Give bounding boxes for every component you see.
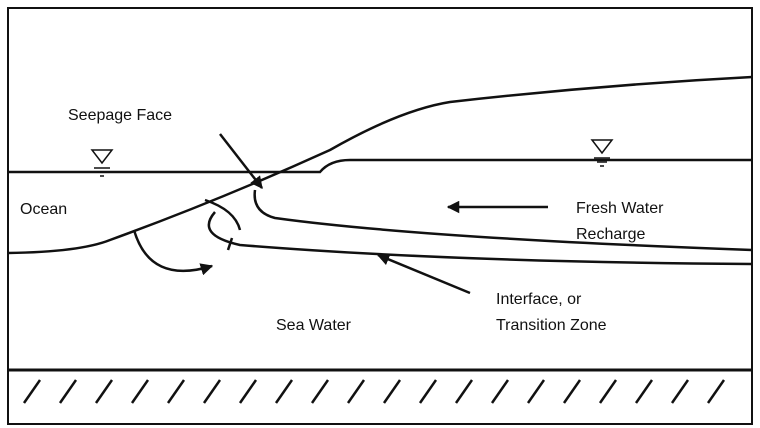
hatch-line [60, 380, 76, 403]
water-level-symbol [92, 150, 112, 163]
hatch-line [312, 380, 328, 403]
label: Recharge [576, 226, 645, 243]
label: Interface, or [496, 291, 582, 308]
hatch-line [420, 380, 436, 403]
label: Fresh Water [576, 200, 664, 217]
hatch-line [492, 380, 508, 403]
hatch-line [204, 380, 220, 403]
hatch-line [276, 380, 292, 403]
freshwater-boundary [255, 190, 752, 250]
hatch-line [132, 380, 148, 403]
hatch-line [672, 380, 688, 403]
diagram: Seepage Face Ocean Fresh Water Recharge … [0, 0, 760, 428]
hatch-line [564, 380, 580, 403]
hatch-line [636, 380, 652, 403]
hatch-line [708, 380, 724, 403]
hatch-line [96, 380, 112, 403]
circulation-arrow [134, 230, 212, 271]
label: Ocean [20, 201, 67, 218]
label: Sea Water [276, 317, 352, 334]
hatch-line [168, 380, 184, 403]
hatch-line [528, 380, 544, 403]
hatch-line [348, 380, 364, 403]
circulation-arc [205, 200, 240, 230]
hatch-line [240, 380, 256, 403]
page: {"labels": [ {"id": "seepage", "lines": … [0, 0, 760, 428]
hatching [24, 380, 724, 403]
water-level-symbol [592, 140, 612, 153]
interface-arrow [378, 255, 470, 293]
label: Transition Zone [496, 317, 607, 334]
hatch-line [456, 380, 472, 403]
seepage-arrow [220, 134, 262, 188]
hatch-line [600, 380, 616, 403]
water-table [8, 160, 752, 172]
hatch-line [24, 380, 40, 403]
label: Seepage Face [68, 107, 172, 124]
hatch-line [384, 380, 400, 403]
